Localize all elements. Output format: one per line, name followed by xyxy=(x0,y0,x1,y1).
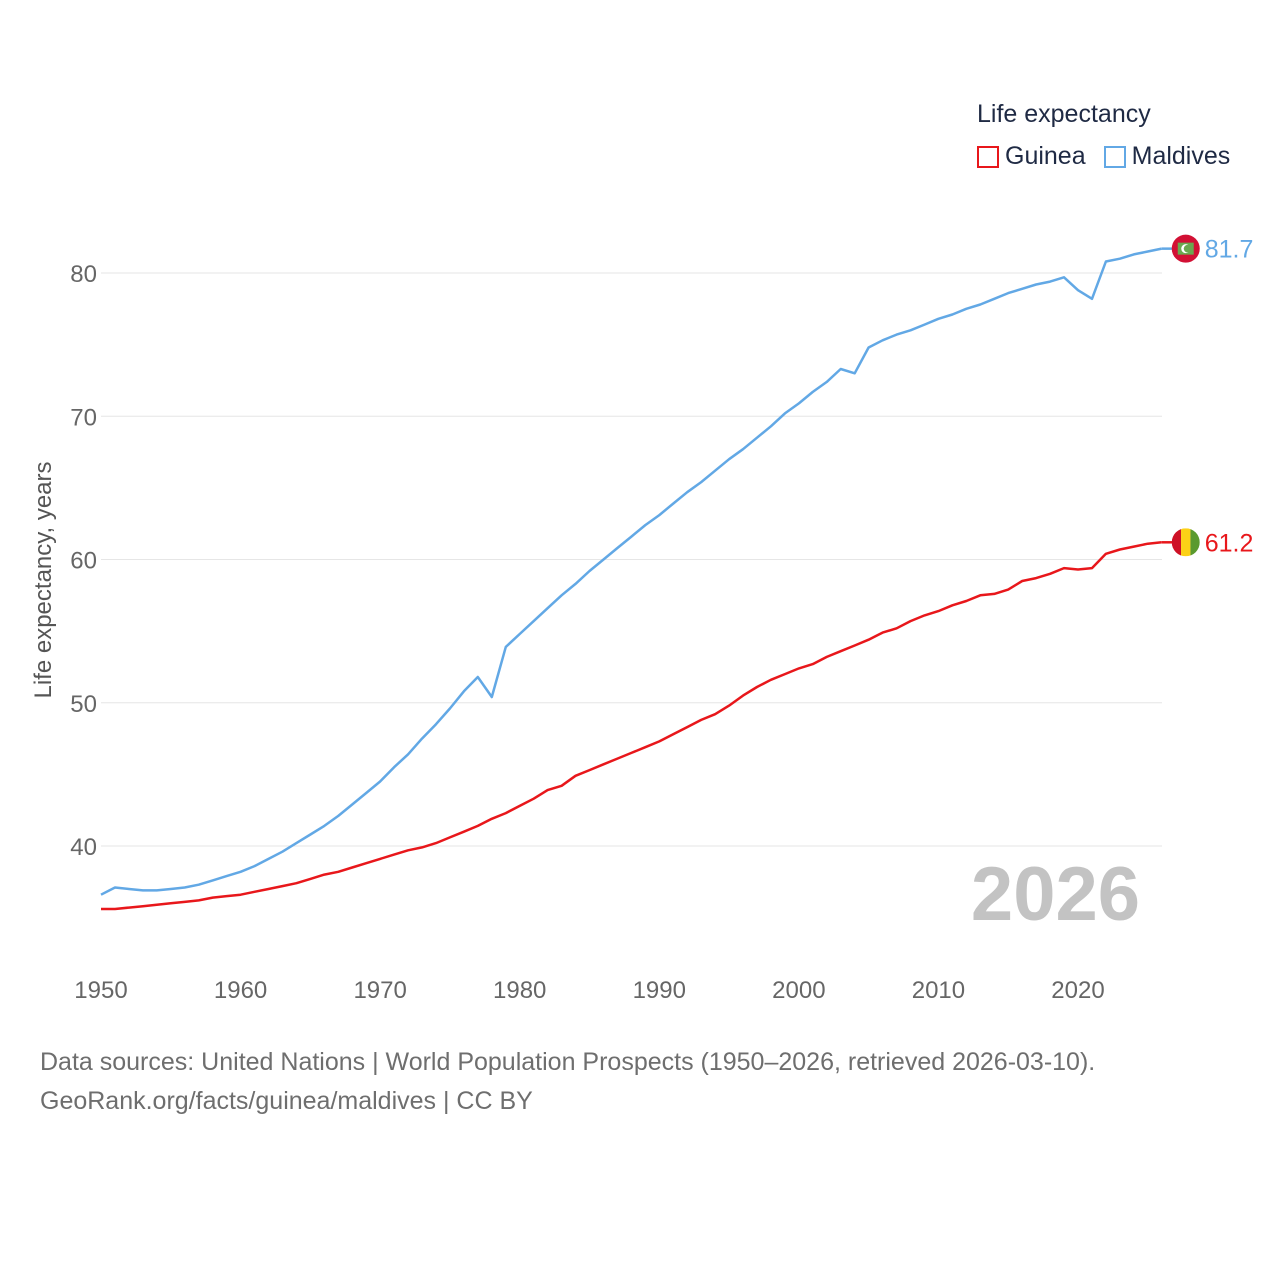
flag-marker-guinea xyxy=(1171,528,1200,557)
y-tick-label-50: 50 xyxy=(70,691,97,718)
series-line-guinea xyxy=(101,541,1162,911)
x-tick-label-2000: 2000 xyxy=(772,977,825,1004)
source-link[interactable]: GeoRank.org/facts/guinea/maldives | CC B… xyxy=(40,1087,533,1115)
year-watermark: 2026 xyxy=(971,852,1140,937)
x-tick-label-1950: 1950 xyxy=(74,977,127,1004)
x-tick-label-1960: 1960 xyxy=(214,977,267,1004)
legend-swatch-maldives xyxy=(1103,145,1126,168)
x-tick-label-2010: 2010 xyxy=(912,977,965,1004)
y-tick-label-80: 80 xyxy=(70,261,97,288)
x-tick-label-1990: 1990 xyxy=(633,977,686,1004)
legend-item-guinea[interactable]: Guinea xyxy=(977,142,1086,171)
end-label-guinea: 61.2 xyxy=(1205,529,1254,557)
y-tick-label-60: 60 xyxy=(70,548,97,575)
x-tick-label-1970: 1970 xyxy=(353,977,406,1004)
y-tick-label-70: 70 xyxy=(70,404,97,431)
x-tick-label-2020: 2020 xyxy=(1051,977,1104,1004)
legend-title: Life expectancy xyxy=(977,100,1151,128)
x-tick-label-1980: 1980 xyxy=(493,977,546,1004)
data-sources: Data sources: United Nations | World Pop… xyxy=(40,1048,1096,1076)
end-label-maldives: 81.7 xyxy=(1205,236,1254,264)
y-tick-label-40: 40 xyxy=(70,834,97,861)
legend: Guinea Maldives xyxy=(977,142,1248,171)
series-line-maldives xyxy=(100,247,1162,896)
legend-label-maldives: Maldives xyxy=(1131,142,1231,170)
legend-item-maldives[interactable]: Maldives xyxy=(1103,142,1231,171)
legend-label-guinea: Guinea xyxy=(1005,142,1086,170)
legend-swatch-guinea xyxy=(977,145,999,168)
footer: Data sources: United Nations | World Pop… xyxy=(40,1043,1095,1121)
plot-area: 40 50 60 70 80 1950 1960 1970 1980 1990 2000 2010 2… xyxy=(70,234,1254,1004)
flag-marker-maldives xyxy=(1171,234,1200,263)
